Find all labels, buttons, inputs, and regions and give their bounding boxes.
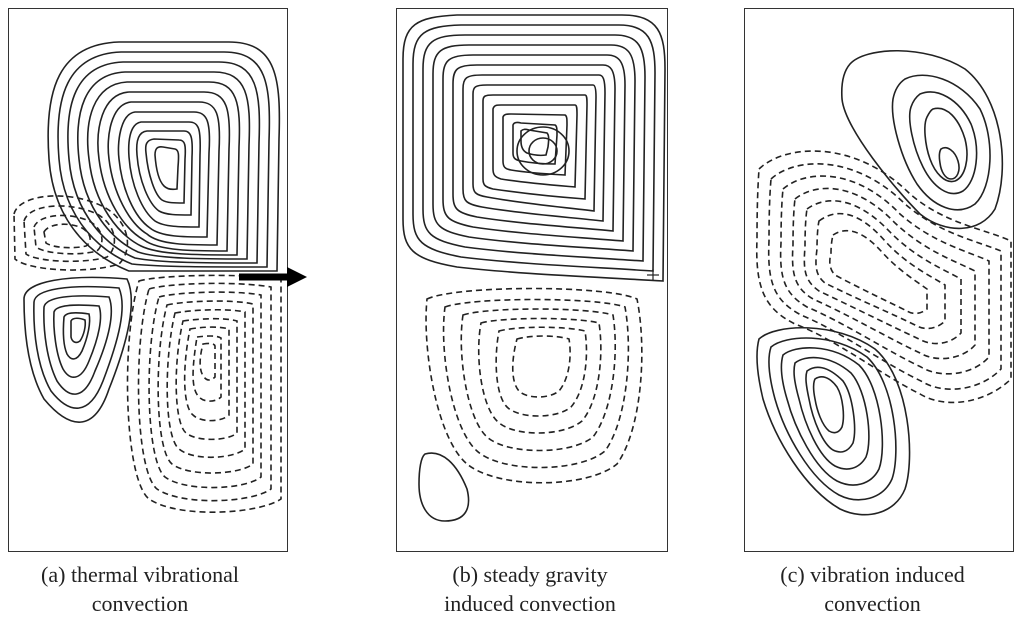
panel-c-frame	[744, 8, 1014, 552]
panel-a-lower-left-vortex	[23, 276, 133, 423]
panel-b-caption: (b) steady gravity induced convection	[380, 560, 680, 618]
panel-a: (a) thermal vibrational convection	[0, 0, 307, 619]
panel-a-caption: (a) thermal vibrational convection	[0, 560, 300, 618]
panel-b-lower-dashed-vortex	[425, 287, 643, 484]
panel-a-lower-right-dashed-vortex	[126, 274, 282, 513]
panel-b-cross-marker	[647, 269, 659, 281]
panel-a-caption-line1: (a) thermal vibrational	[41, 562, 239, 587]
panel-a-velocity-arrow	[239, 267, 307, 287]
panel-a-contours	[13, 41, 307, 513]
panel-a-upper-vortex	[47, 41, 281, 272]
panel-c-lower-left-vortex	[756, 327, 911, 516]
panel-a-frame	[8, 8, 307, 552]
panel-b-caption-line1: (b) steady gravity	[452, 562, 608, 587]
panel-c-caption-line2: convection	[824, 591, 921, 616]
panel-a-caption-line2: convection	[91, 591, 189, 616]
panel-c-upper-right-vortex	[840, 49, 1004, 230]
panel-c: (c) vibration induced convection	[730, 0, 1015, 619]
panel-b-small-bottom-vortex	[418, 452, 470, 522]
panel-b-contours	[402, 14, 666, 522]
panel-c-caption: (c) vibration induced convection	[730, 560, 1015, 618]
panel-a-left-dashed-vortex	[13, 195, 129, 271]
panel-c-contours	[755, 49, 1012, 516]
panel-c-caption-line1: (c) vibration induced	[780, 562, 965, 587]
panel-b-main-vortex	[402, 14, 666, 282]
panel-b-frame	[396, 8, 668, 552]
panel-b-caption-line2: induced convection	[444, 591, 616, 616]
panel-b: (b) steady gravity induced convection	[380, 0, 680, 619]
panel-c-middle-dashed-region	[755, 150, 1012, 404]
